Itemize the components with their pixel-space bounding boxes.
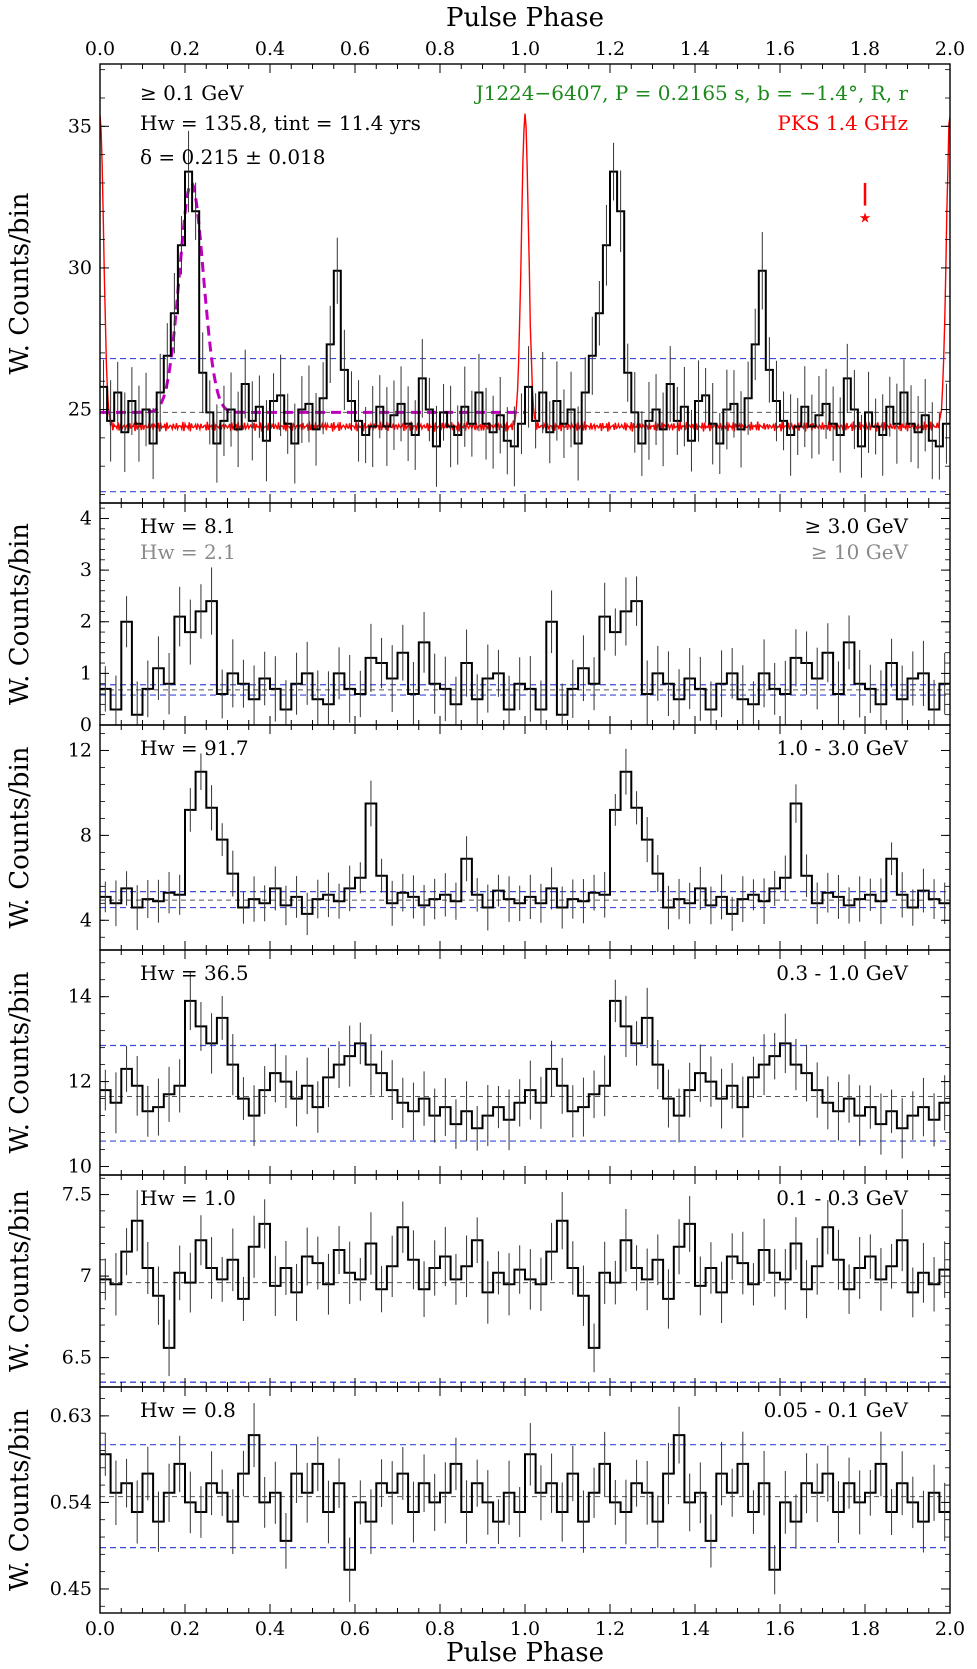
histogram-line: [100, 170, 950, 448]
annotation-hw: Hw = 1.0: [140, 1186, 236, 1210]
x-tick-label-top-10: 1.8: [850, 38, 880, 60]
x-tick-label-bottom-11: 2.0: [935, 1618, 965, 1640]
y-tick-label-2: 8: [80, 824, 92, 846]
y-axis-label: W. Counts/bin: [5, 523, 35, 705]
y-tick-label-2: 7: [80, 1265, 92, 1287]
y-axis-label: W. Counts/bin: [5, 1190, 35, 1372]
x-axis-title-top: Pulse Phase: [446, 3, 604, 33]
x-tick-label-bottom-10: 1.8: [850, 1618, 880, 1640]
x-tick-label-top-1: 0.0: [85, 38, 115, 60]
plot-area: ★: [100, 113, 950, 493]
annotation-hw: Hw = 8.1: [140, 514, 236, 538]
y-axis-label: W. Counts/bin: [5, 971, 35, 1153]
annotation-energy: 1.0 - 3.0 GeV: [776, 736, 908, 760]
radio-marker-star: ★: [859, 211, 872, 227]
x-tick-label-bottom-5: 0.8: [425, 1618, 455, 1640]
y-axis-label: W. Counts/bin: [5, 1409, 35, 1591]
annotation-hw: Hw = 135.8, tint = 11.4 yrs: [140, 111, 421, 135]
x-tick-label-top-7: 1.2: [595, 38, 625, 60]
y-tick-label-1: 25: [68, 399, 92, 421]
y-tick-label-2: 12: [68, 1071, 92, 1093]
x-tick-label-bottom-3: 0.4: [255, 1618, 285, 1640]
y-tick-label-2: 1: [80, 662, 92, 684]
histogram-line: [100, 1219, 950, 1349]
x-tick-label-top-3: 0.4: [255, 38, 285, 60]
annotation-energy: 0.05 - 0.1 GeV: [764, 1398, 909, 1422]
y-tick-label-3: 7.5: [62, 1184, 92, 1206]
x-tick-label-top-6: 1.0: [510, 38, 540, 60]
y-tick-label-3: 35: [68, 115, 92, 137]
panel-4: 10 12 14 W. Counts/bin Hw = 36.5 0.3 - 1.0 Ge…: [5, 949, 951, 1178]
annotation-radio: PKS 1.4 GHz: [777, 111, 908, 135]
x-axis-title-bottom: Pulse Phase: [446, 1638, 604, 1668]
panel-6: 0.45 0.54 0.63 W. Counts/bin Hw = 0.8 0.05 - …: [5, 1386, 951, 1614]
y-tick-label-1: 6.5: [62, 1347, 92, 1369]
y-tick-label-1: 4: [80, 909, 92, 931]
histogram-line: [100, 770, 950, 915]
plot-area: [100, 748, 950, 936]
annotation-hw-secondary: Hw = 2.1: [140, 540, 236, 564]
x-tick-label-top-8: 1.4: [680, 38, 710, 60]
annotation-energy: ≥ 3.0 GeV: [804, 514, 908, 538]
histogram-line: [100, 1434, 950, 1571]
x-tick-label-bottom-1: 0.0: [85, 1618, 115, 1640]
y-tick-label-3: 12: [68, 739, 92, 761]
y-tick-label-1: 0.45: [50, 1578, 92, 1600]
y-tick-label-4: 3: [80, 559, 92, 581]
y-tick-label-2: 0.54: [50, 1491, 92, 1513]
plot-area: [100, 1403, 950, 1602]
y-tick-label-3: 2: [80, 611, 92, 633]
plot-area: [100, 1190, 950, 1383]
y-tick-label-1: 10: [68, 1156, 92, 1178]
histogram-line: [100, 600, 950, 716]
plot-area: [100, 971, 950, 1159]
x-tick-label-bottom-2: 0.2: [170, 1618, 200, 1640]
plot-area: [100, 567, 950, 725]
x-tick-label-top-2: 0.2: [170, 38, 200, 60]
y-tick-label-3: 14: [68, 986, 92, 1008]
panel-3: 4 8 12 W. Counts/bin Hw = 91.7 1.0 - 3.0 GeV: [5, 724, 951, 951]
panel-1: ★ 25 30 35 W. Counts/bin ≥ 0.1 GeV Hw = 135.8,…: [5, 38, 965, 504]
annotation-hw: Hw = 91.7: [140, 736, 249, 760]
annotation-energy: 0.3 - 1.0 GeV: [776, 961, 908, 985]
annotation-energy: ≥ 0.1 GeV: [140, 81, 244, 105]
x-tick-label-bottom-8: 1.4: [680, 1618, 710, 1640]
annotation-hw: Hw = 36.5: [140, 961, 249, 985]
x-tick-label-top-9: 1.6: [765, 38, 795, 60]
annotation-pulsar: J1224−6407, P = 0.2165 s, b = −1.4°, R, …: [474, 81, 909, 105]
panel-2: 0 1 2 3 4 W. Counts/bin Hw = 8.1 ≥ 3.0 GeV Hw = …: [5, 502, 951, 736]
y-axis-label: W. Counts/bin: [5, 746, 35, 928]
x-tick-label-top-4: 0.6: [340, 38, 370, 60]
x-tick-label-bottom-6: 1.0: [510, 1618, 540, 1640]
y-tick-label-2: 30: [68, 257, 92, 279]
panel-5: 6.5 7 7.5 W. Counts/bin Hw = 1.0 0.1 - 0.3 Ge…: [5, 1174, 951, 1388]
x-tick-label-bottom-7: 1.2: [595, 1618, 625, 1640]
y-axis-label: W. Counts/bin: [5, 192, 35, 374]
x-tick-label-bottom-4: 0.6: [340, 1618, 370, 1640]
histogram-line: [100, 999, 950, 1130]
y-tick-label-1: 0: [80, 714, 92, 736]
x-tick-label-top-5: 0.8: [425, 38, 455, 60]
annotation-energy-secondary: ≥ 10 GeV: [811, 540, 909, 564]
y-tick-label-5: 4: [80, 507, 92, 529]
annotation-hw: Hw = 0.8: [140, 1398, 236, 1422]
x-tick-label-top-11: 2.0: [935, 38, 965, 60]
annotation-energy: 0.1 - 0.3 GeV: [776, 1186, 908, 1210]
annotation-delta: δ = 0.215 ± 0.018: [140, 145, 326, 169]
x-tick-label-bottom-9: 1.6: [765, 1618, 795, 1640]
y-tick-label-3: 0.63: [50, 1405, 92, 1427]
